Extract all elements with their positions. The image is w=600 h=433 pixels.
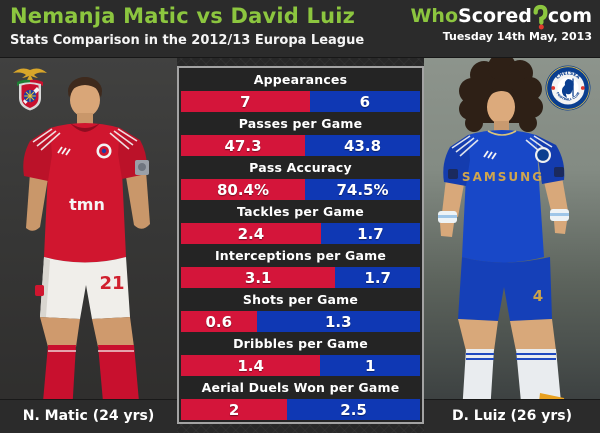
page-title: Nemanja Matic vs David Luiz xyxy=(10,4,356,28)
stat-bar-row: 1.4 1 xyxy=(181,355,420,376)
stat-value-left: 2.4 xyxy=(181,223,321,244)
stats-table: Appearances 7 6 Passes per Game 47.3 43.8 Pass… xyxy=(177,66,424,424)
luiz-shorts-number: 4 xyxy=(533,287,543,305)
stat-bar-row: 2.4 1.7 xyxy=(181,223,420,244)
stat-label: Appearances xyxy=(253,72,348,87)
stat-bar-row: 0.6 1.3 xyxy=(181,311,420,332)
luiz-sponsor-text: SAMSUNG xyxy=(462,170,544,184)
stat-value-right: 1.7 xyxy=(320,223,420,244)
stat-value-left: 2 xyxy=(181,399,288,420)
chelsea-badge-top-text: CHELSEA xyxy=(555,70,581,80)
stat-label: Pass Accuracy xyxy=(249,160,352,175)
question-mark-icon xyxy=(533,4,548,30)
stat-value-right: 6 xyxy=(309,91,420,112)
header-bar: Nemanja Matic vs David Luiz Stats Compar… xyxy=(0,0,600,58)
svg-text:CHELSEA: CHELSEA xyxy=(555,70,581,80)
left-player-photo: tmn 21 N. Matic (24 yrs) xyxy=(0,57,177,433)
chelsea-crest: CHELSEA FOOTBALL CLUB xyxy=(545,65,591,111)
stat-label: Dribbles per Game xyxy=(233,336,368,351)
stat-value-right: 74.5% xyxy=(305,179,420,200)
stat-bar-row: 47.3 43.8 xyxy=(181,135,420,156)
logo-scored: Scored xyxy=(458,5,532,27)
stat-value-right: 1 xyxy=(320,355,420,376)
whoscored-logo: Who Scored com xyxy=(410,3,592,30)
stat-label: Tackles per Game xyxy=(237,204,364,219)
stat-value-right: 1.3 xyxy=(256,311,420,332)
logo-who: Who xyxy=(410,5,459,27)
stat-label: Shots per Game xyxy=(242,292,359,307)
stat-value-right: 1.7 xyxy=(335,267,420,288)
brand-block: Who Scored com Tuesday 14th May, 2013 xyxy=(410,3,592,43)
matic-sponsor-text: tmn xyxy=(69,195,105,214)
benfica-crest xyxy=(13,68,47,111)
luiz-player-image: SAMSUNG 4 xyxy=(438,57,569,413)
stat-value-left: 80.4% xyxy=(181,179,306,200)
stat-bar-row: 3.1 1.7 xyxy=(181,267,420,288)
logo-com: com xyxy=(547,5,592,27)
stat-label: Interceptions per Game xyxy=(214,248,387,263)
stat-label: Passes per Game xyxy=(238,116,363,131)
matic-player-image: tmn 21 xyxy=(23,77,150,413)
stat-bar-row: 2 2.5 xyxy=(181,399,420,420)
stat-value-left: 0.6 xyxy=(181,311,257,332)
matic-shorts-number: 21 xyxy=(99,273,124,294)
stat-label: Aerial Duels Won per Game xyxy=(201,380,400,395)
right-player-label: D. Luiz (26 yrs) xyxy=(424,399,600,433)
date-label: Tuesday 14th May, 2013 xyxy=(442,30,592,43)
right-player-photo: SAMSUNG 4 CHE xyxy=(424,57,600,433)
stat-value-left: 47.3 xyxy=(181,135,306,156)
page-subtitle: Stats Comparison in the 2012/13 Europa L… xyxy=(10,33,365,48)
stat-value-right: 43.8 xyxy=(305,135,420,156)
stat-value-left: 3.1 xyxy=(181,267,336,288)
stat-value-right: 2.5 xyxy=(287,399,420,420)
stat-value-left: 1.4 xyxy=(181,355,321,376)
left-player-label: N. Matic (24 yrs) xyxy=(0,399,177,433)
stat-bar-row: 80.4% 74.5% xyxy=(181,179,420,200)
stat-value-left: 7 xyxy=(181,91,310,112)
